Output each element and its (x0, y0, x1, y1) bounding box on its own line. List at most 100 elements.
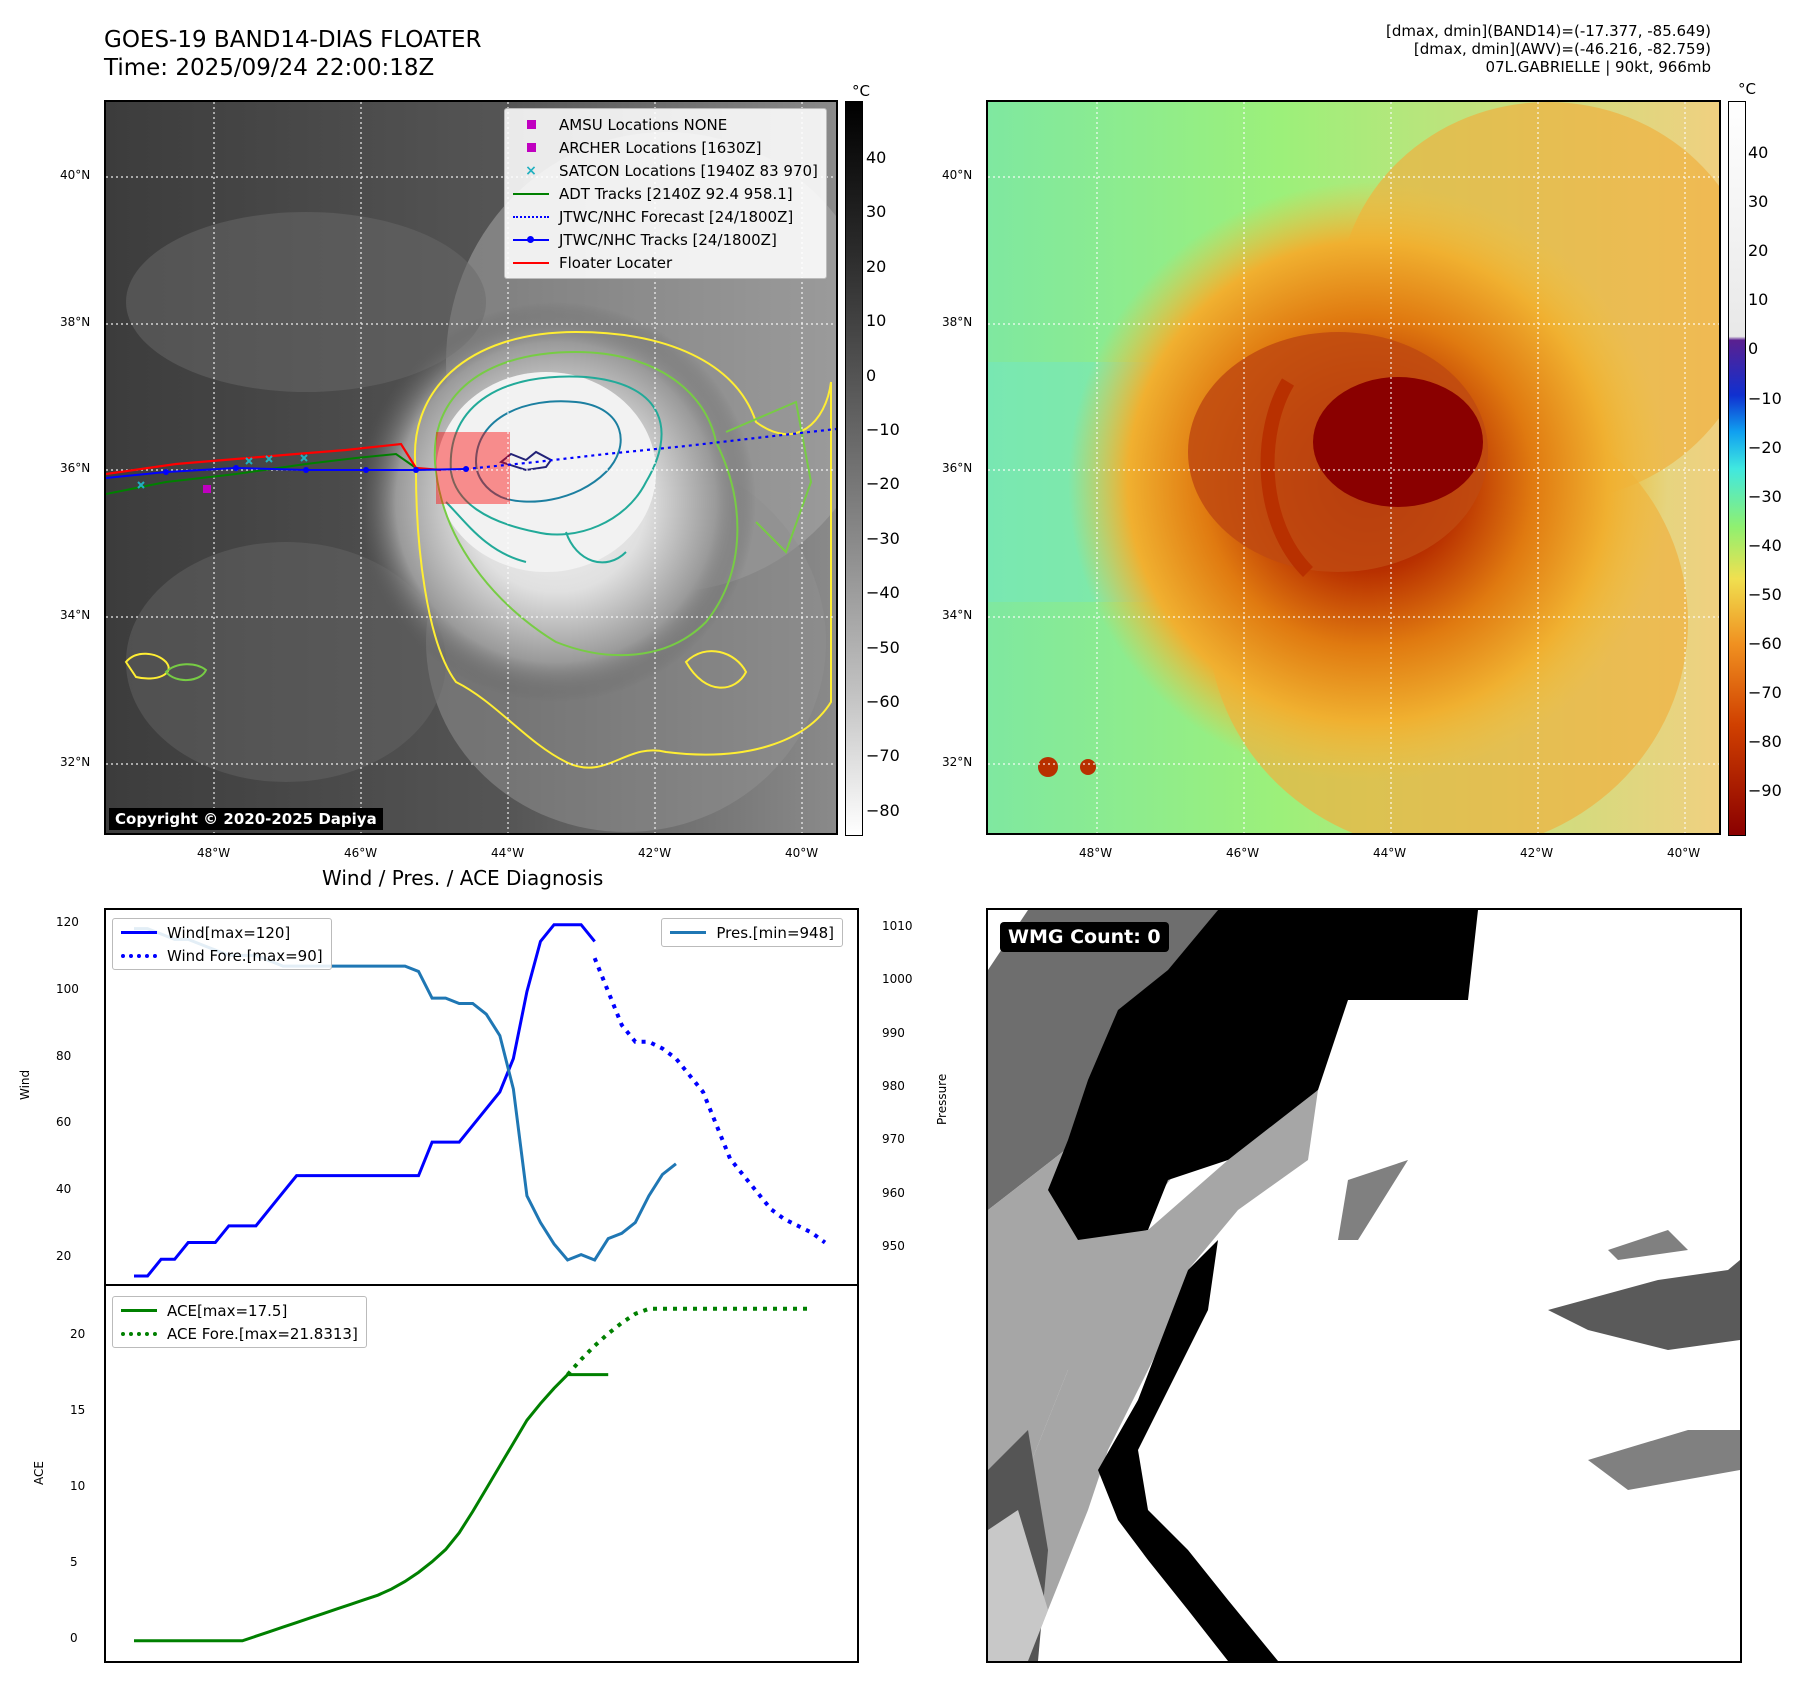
ir-colorbar-tick: −60 (866, 692, 900, 711)
info-block: [dmax, dmin](BAND14)=(-17.377, -85.649) … (1386, 22, 1711, 76)
ir-map-panel: AMSU Locations NONE ARCHER Locations [16… (104, 100, 838, 835)
awv-lat-label-32n: 32°N (942, 755, 973, 769)
pres-legend: Pres.[min=948] (661, 918, 843, 947)
awv-lat-label-38n: 38°N (942, 315, 973, 329)
ace-tick-label: 15 (70, 1402, 86, 1417)
awv-colorbar-tick: −80 (1748, 732, 1782, 752)
legend-item-amsu: AMSU Locations NONE (513, 113, 818, 136)
wind-axis-label: Wind (18, 1069, 32, 1100)
ace-axes: ACE[max=17.5] ACE Fore.[max=21.8313] (104, 1284, 859, 1663)
info-line1: [dmax, dmin](BAND14)=(-17.377, -85.649) (1386, 22, 1711, 40)
ir-colorbar-tick: −50 (866, 637, 900, 657)
awv-colorbar-tick: −50 (1748, 584, 1782, 604)
awv-colorbar-tick: 40 (1748, 143, 1769, 162)
wmg-panel: WMG Count: 0 (986, 908, 1742, 1663)
wind-pres-axes: Wind[max=120] Wind Fore.[max=90] Pres.[m… (104, 908, 859, 1286)
ace-tick-label: 5 (70, 1554, 78, 1569)
lat-label-34n: 34°N (60, 608, 91, 622)
figure-title: GOES-19 BAND14-DIAS FLOATER Time: 2025/0… (104, 26, 482, 82)
lat-label-32n: 32°N (60, 755, 91, 769)
wind-tick-label: 80 (56, 1048, 72, 1063)
ir-map-legend: AMSU Locations NONE ARCHER Locations [16… (504, 108, 827, 279)
legend-item-satcon: × SATCON Locations [1940Z 83 970] (525, 161, 818, 180)
ace-legend: ACE[max=17.5] ACE Fore.[max=21.8313] (112, 1296, 367, 1348)
awv-colorbar-tick: 20 (1748, 241, 1769, 261)
legend-item-wind-forecast: Wind Fore.[max=90] (121, 944, 323, 967)
ace-series-line (134, 1373, 609, 1643)
awv-colorbar-tick: −30 (1748, 486, 1782, 506)
awv-colorbar-tick: −90 (1748, 781, 1782, 801)
awv-colorbar-tick: −10 (1748, 388, 1782, 408)
wind-tick-label: 100 (56, 981, 79, 996)
ace-axis-label: ACE (32, 1461, 46, 1485)
diagnosis-title: Wind / Pres. / ACE Diagnosis (322, 866, 604, 890)
pressure-series-line (134, 927, 677, 1262)
pressure-axis-label: Pressure (935, 1073, 949, 1125)
awv-colorbar-tick: −70 (1748, 683, 1782, 703)
lon-label-44w: 44°W (491, 846, 525, 860)
lat-label-40n: 40°N (60, 168, 91, 182)
pressure-tick-label: 1010 (882, 918, 913, 933)
wmg-count-badge: WMG Count: 0 (1000, 922, 1169, 952)
info-line2: [dmax, dmin](AWV)=(-46.216, -82.759) (1413, 40, 1711, 58)
ace-tick-label: 20 (70, 1326, 86, 1341)
legend-item-archer: ARCHER Locations [1630Z] (513, 136, 818, 159)
ace-tick-label: 0 (70, 1630, 78, 1645)
lon-label-46w: 46°W (344, 846, 378, 860)
wind-tick-label: 120 (56, 914, 79, 929)
legend-item-adt: ADT Tracks [2140Z 92.4 958.1] (513, 182, 818, 205)
awv-colorbar-tick: 10 (1748, 290, 1769, 310)
ir-colorbar-tick: −10 (866, 420, 900, 439)
awv-lon-label-40w: 40°W (1667, 846, 1701, 860)
awv-map-panel (986, 100, 1721, 835)
awv-lon-label-46w: 46°W (1226, 846, 1260, 860)
pressure-tick-label: 950 (882, 1239, 905, 1254)
info-line3: 07L.GABRIELLE | 90kt, 966mb (1485, 58, 1711, 76)
ir-colorbar-tick: 20 (866, 256, 887, 276)
title-line2: Time: 2025/09/24 22:00:18Z (104, 55, 435, 81)
ir-colorbar-tick: −20 (866, 474, 900, 494)
wind-forecast-series-line (592, 957, 827, 1245)
awv-lat-label-40n: 40°N (942, 168, 973, 182)
awv-lat-label-34n: 34°N (942, 608, 973, 622)
ir-colorbar-tick: 0 (866, 365, 877, 385)
ir-colorbar-unit: °C (852, 82, 870, 100)
lat-label-38n: 38°N (60, 315, 91, 329)
wmg-image (988, 910, 1740, 1661)
pressure-tick-label: 980 (882, 1078, 905, 1093)
ir-colorbar-tick: −30 (866, 528, 900, 548)
legend-item-floater: Floater Locater (513, 251, 818, 274)
awv-lon-label-44w: 44°W (1373, 846, 1407, 860)
pressure-tick-label: 970 (882, 1132, 905, 1147)
ir-colorbar-tick: 10 (866, 311, 887, 331)
lon-label-48w: 48°W (197, 846, 231, 860)
wind-legend: Wind[max=120] Wind Fore.[max=90] (112, 918, 332, 970)
awv-colorbar (1728, 101, 1746, 836)
awv-colorbar-tick: 30 (1748, 192, 1769, 212)
awv-colorbar-tick: 0 (1748, 339, 1759, 359)
awv-colorbar-tick: −60 (1748, 634, 1782, 653)
pressure-tick-label: 1000 (882, 972, 913, 987)
awv-map (988, 102, 1719, 833)
title-line1: GOES-19 BAND14-DIAS FLOATER (104, 27, 482, 53)
ir-colorbar-tick: 30 (866, 202, 887, 222)
legend-item-ace: ACE[max=17.5] (121, 1299, 358, 1322)
wind-tick-label: 20 (56, 1249, 72, 1264)
legend-item-ace-forecast: ACE Fore.[max=21.8313] (121, 1322, 358, 1345)
lon-label-42w: 42°W (638, 846, 672, 860)
ir-colorbar-tick: −40 (866, 583, 900, 603)
pressure-tick-label: 990 (882, 1025, 905, 1040)
wind-tick-label: 60 (56, 1115, 72, 1130)
ir-colorbar-tick: −80 (866, 800, 900, 820)
legend-item-forecast: JTWC/NHC Forecast [24/1800Z] (513, 205, 818, 228)
legend-item-tracks: JTWC/NHC Tracks [24/1800Z] (513, 228, 818, 251)
awv-colorbar-tick: −20 (1748, 437, 1782, 457)
wind-tick-label: 40 (56, 1182, 72, 1197)
awv-colorbar-unit: °C (1738, 80, 1756, 98)
ir-colorbar-tick: −70 (866, 746, 900, 766)
ir-colorbar-tick: 40 (866, 148, 887, 167)
lat-label-36n: 36°N (60, 461, 91, 475)
legend-item-pres: Pres.[min=948] (670, 921, 834, 944)
pressure-tick-label: 960 (882, 1185, 905, 1200)
ace-forecast-series-line (566, 1306, 812, 1376)
